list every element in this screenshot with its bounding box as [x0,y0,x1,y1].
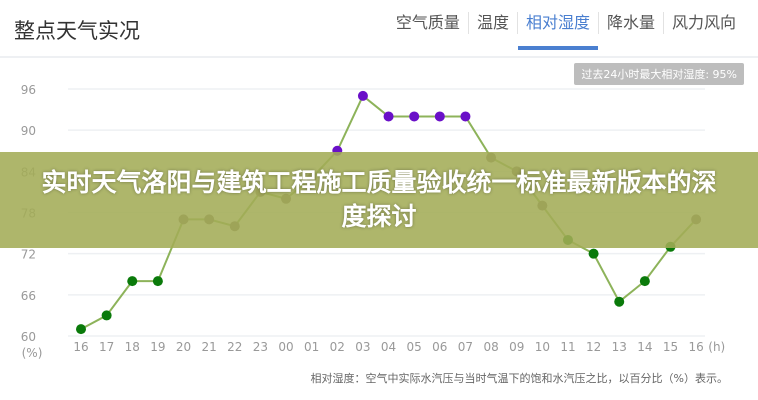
x-tick-label: 17 [99,340,114,354]
x-tick-label: 09 [509,340,524,354]
data-point [409,111,420,122]
page-title: 整点天气实况 [14,19,140,43]
x-tick-label: 20 [176,340,191,354]
banner-title: 实时天气洛阳与建筑工程施工质量验收统一标准最新版本的深度探讨 [41,168,717,231]
x-tick-label: 10 [535,340,550,354]
x-tick-label: 22 [227,340,242,354]
y-tick-label: 96 [21,83,36,97]
y-tick-label: 72 [21,248,36,262]
x-tick-label: 05 [407,340,422,354]
x-tick-label: 16 [688,340,703,354]
title-banner: 实时天气洛阳与建筑工程施工质量验收统一标准最新版本的深度探讨 [0,152,758,248]
x-tick-label: 08 [483,340,498,354]
x-tick-label: 11 [560,340,575,354]
tab-air-quality[interactable]: 空气质量 [395,13,460,32]
x-tick-label: 06 [432,340,447,354]
tab-wind[interactable]: 风力风向 [662,12,744,34]
x-tick-label: 16 [73,340,88,354]
tab-temperature[interactable]: 温度 [467,12,517,34]
tab-bar: 空气质量 温度 相对湿度 降水量 风力风向 [388,12,744,50]
data-point [101,310,112,321]
tab-humidity[interactable]: 相对湿度 [516,12,598,50]
x-tick-label: 04 [381,340,396,354]
x-tick-label: 12 [586,340,601,354]
y-axis-unit: (%) [22,346,43,360]
x-tick-label: 19 [150,340,165,354]
x-tick-label: 15 [663,340,678,354]
x-tick-label: 02 [330,340,345,354]
humidity-definition-note: 相对湿度：空气中实际水汽压与当时气温下的饱和水汽压之比，以百分比（%）表示。 [310,372,728,385]
x-tick-label: 21 [202,340,217,354]
data-point [639,276,650,287]
data-point [357,90,368,101]
x-tick-label: 14 [637,340,652,354]
header: 整点天气实况 空气质量 温度 相对湿度 降水量 风力风向 [0,0,758,58]
data-point [434,111,445,122]
data-point [76,324,86,335]
data-point [614,296,625,307]
data-point [588,248,599,259]
x-tick-label: 01 [304,340,319,354]
x-axis-unit: (h) [708,340,725,354]
data-point [152,276,163,287]
y-tick-label: 66 [21,289,36,303]
x-tick-label: 07 [458,340,473,354]
x-tick-label: 13 [612,340,627,354]
data-point [383,111,394,122]
x-tick-label: 03 [355,340,370,354]
x-tick-label: 23 [253,340,268,354]
x-tick-label: 00 [278,340,293,354]
y-tick-label: 90 [21,124,36,138]
max-humidity-badge: 过去24小时最大相对湿度: 95% [574,63,744,85]
x-tick-label: 18 [125,340,140,354]
data-point [460,111,471,122]
y-tick-label: 60 [21,330,36,344]
data-point [127,276,138,287]
tab-precipitation[interactable]: 降水量 [597,12,663,34]
